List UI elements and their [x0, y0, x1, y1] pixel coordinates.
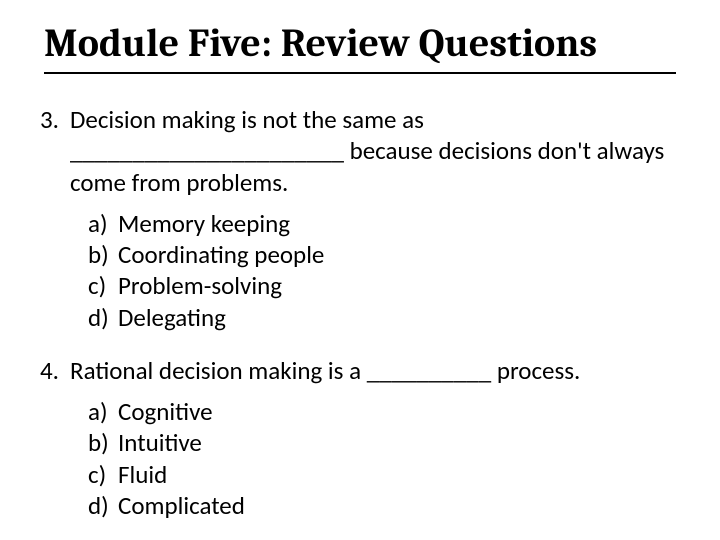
- option-text: Memory keeping: [118, 208, 680, 239]
- page-title: Module Five: Review Questions: [44, 20, 676, 74]
- option-text: Problem-solving: [118, 270, 680, 301]
- question-3-options: a) Memory keeping b) Coordinating people…: [88, 208, 680, 333]
- option-letter: c): [88, 270, 118, 301]
- option-text: Complicated: [118, 490, 680, 521]
- option-c: c) Fluid: [88, 459, 680, 490]
- option-c: c) Problem-solving: [88, 270, 680, 301]
- option-letter: b): [88, 239, 118, 270]
- option-text: Intuitive: [118, 427, 680, 458]
- option-b: b) Coordinating people: [88, 239, 680, 270]
- question-number: 3.: [40, 104, 70, 135]
- option-letter: c): [88, 459, 118, 490]
- question-text: Decision making is not the same as _____…: [70, 104, 680, 198]
- option-d: d) Complicated: [88, 490, 680, 521]
- option-b: b) Intuitive: [88, 427, 680, 458]
- question-text: Rational decision making is a __________…: [70, 355, 680, 386]
- option-letter: d): [88, 302, 118, 333]
- option-text: Coordinating people: [118, 239, 680, 270]
- question-3: 3. Decision making is not the same as __…: [40, 104, 680, 333]
- option-letter: d): [88, 490, 118, 521]
- option-a: a) Cognitive: [88, 396, 680, 427]
- option-text: Delegating: [118, 302, 680, 333]
- question-4: 4. Rational decision making is a _______…: [40, 355, 680, 521]
- option-letter: a): [88, 396, 118, 427]
- question-number: 4.: [40, 355, 70, 386]
- option-letter: a): [88, 208, 118, 239]
- question-4-options: a) Cognitive b) Intuitive c) Fluid d) Co…: [88, 396, 680, 521]
- option-text: Fluid: [118, 459, 680, 490]
- option-letter: b): [88, 427, 118, 458]
- option-text: Cognitive: [118, 396, 680, 427]
- option-d: d) Delegating: [88, 302, 680, 333]
- option-a: a) Memory keeping: [88, 208, 680, 239]
